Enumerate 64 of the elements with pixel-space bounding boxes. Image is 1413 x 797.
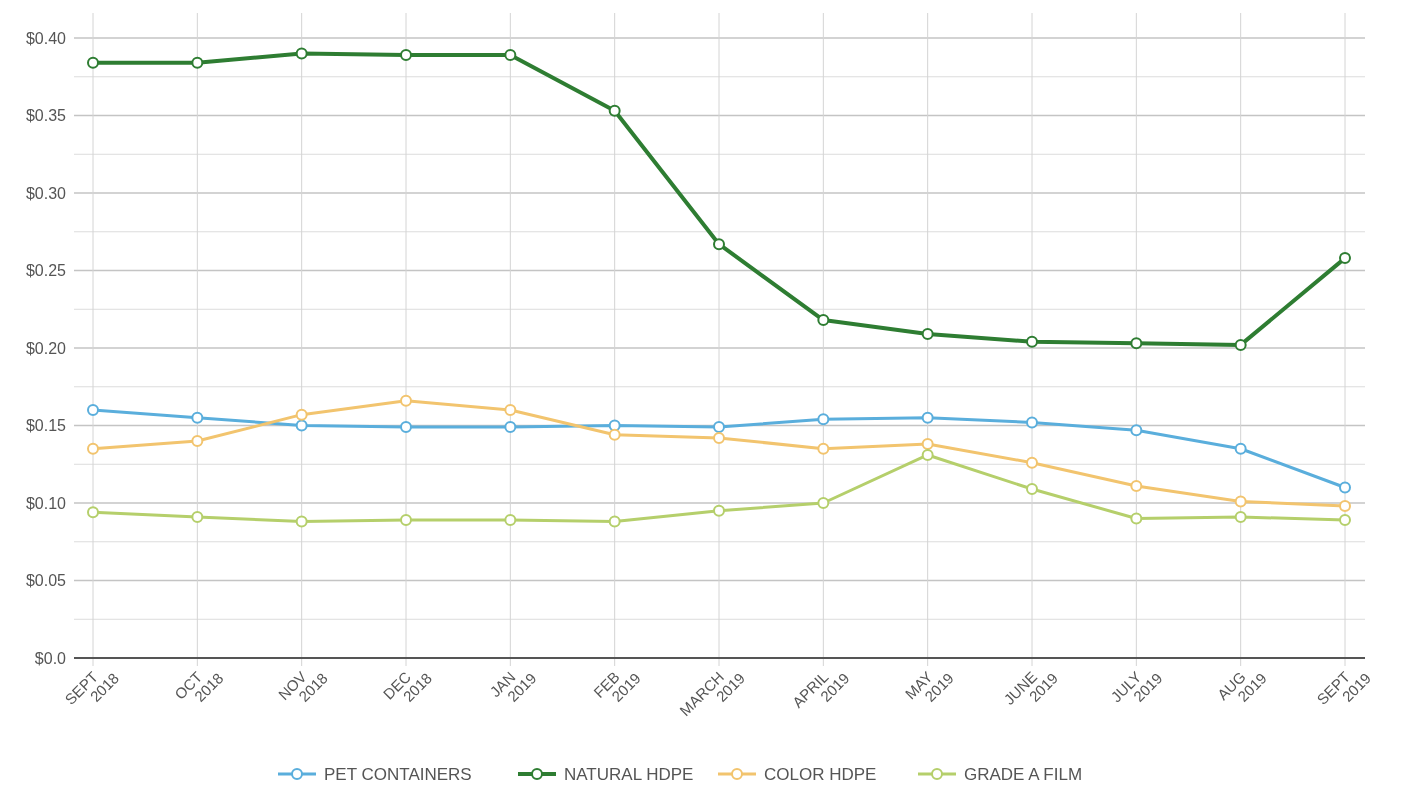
point (921, 328, 934, 341)
point (191, 56, 204, 69)
point (1026, 416, 1038, 429)
point (400, 49, 412, 62)
point (1339, 252, 1351, 265)
point (921, 411, 934, 424)
point (1234, 510, 1247, 523)
y-tick-label: $0.05 (25, 572, 67, 590)
point (1339, 500, 1351, 513)
point (921, 448, 934, 461)
point (817, 413, 830, 426)
point (87, 442, 99, 455)
point (295, 419, 308, 432)
y-tick-label: $0.30 (25, 184, 67, 202)
point (1130, 337, 1143, 350)
point (87, 404, 99, 416)
point (921, 438, 934, 451)
point (1339, 514, 1351, 527)
legend-label: PET CONTAINERS (324, 764, 472, 784)
point (817, 314, 830, 327)
point (191, 435, 204, 447)
y-tick-label: $0.10 (25, 494, 67, 512)
point (400, 421, 412, 434)
point (817, 442, 830, 455)
point (400, 514, 412, 527)
point (504, 421, 517, 434)
point (295, 515, 308, 528)
point (191, 510, 204, 523)
point (1130, 479, 1143, 492)
point (1130, 512, 1143, 525)
point (87, 56, 99, 69)
point (295, 47, 308, 60)
point (608, 515, 621, 528)
legend-label: COLOR HDPE (764, 764, 877, 784)
y-tick-label: $0.35 (25, 107, 67, 125)
point (1234, 495, 1247, 508)
point (713, 504, 725, 517)
y-tick-label: $0.40 (25, 29, 67, 47)
point (504, 404, 517, 416)
y-tick-label: $0.20 (25, 339, 67, 357)
point (713, 238, 725, 251)
point (608, 428, 621, 441)
point (295, 408, 308, 421)
legend-label: NATURAL HDPE (564, 764, 694, 784)
point (1130, 424, 1143, 437)
y-tick-label: $0.0 (34, 649, 67, 667)
point (608, 104, 621, 117)
point (1026, 456, 1038, 469)
point (191, 411, 204, 424)
y-tick-label: $0.15 (25, 417, 67, 435)
point (400, 394, 412, 407)
point (1234, 442, 1247, 455)
point (504, 49, 517, 62)
y-tick-label: $0.25 (25, 262, 67, 280)
point (1026, 483, 1038, 496)
point (1339, 481, 1351, 494)
point (504, 514, 517, 527)
point (87, 506, 99, 519)
point (817, 497, 830, 509)
point (713, 421, 725, 434)
point (1234, 338, 1247, 351)
legend-label: GRADE A FILM (964, 764, 1083, 784)
point (713, 431, 725, 444)
point (1026, 335, 1038, 348)
